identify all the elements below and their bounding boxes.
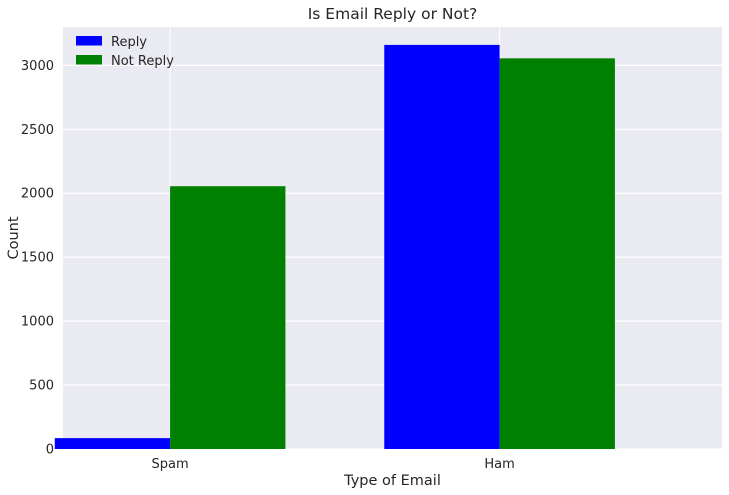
bar-not-reply-spam [170,186,286,449]
legend-label-reply: Reply [111,35,147,50]
x-tick-labels: Spam Ham [152,457,515,472]
y-tick-label: 1000 [21,315,54,330]
legend-label-not-reply: Not Reply [111,54,174,69]
y-axis-label: Count [6,216,22,259]
x-tick-label-spam: Spam [152,457,189,472]
legend: Reply Not Reply [76,35,174,69]
bars [54,44,615,450]
x-axis-label: Type of Email [343,473,441,489]
y-tick-label: 3000 [21,59,54,74]
bar-not-reply-ham [499,58,615,450]
y-tick-label: 2500 [21,123,54,138]
bar-reply-ham [384,44,500,450]
chart-title: Is Email Reply or Not? [308,5,478,23]
y-tick-label: 0 [46,443,54,458]
bar-reply-spam [54,438,171,449]
legend-swatch-reply [76,36,102,46]
y-tick-label: 1500 [21,251,54,266]
y-tick-label: 500 [29,379,54,394]
y-tick-labels: 0 500 1000 1500 2000 2500 3000 [21,59,54,458]
legend-swatch-not-reply [76,55,102,65]
x-tick-label-ham: Ham [484,457,514,472]
y-tick-label: 2000 [21,187,54,202]
